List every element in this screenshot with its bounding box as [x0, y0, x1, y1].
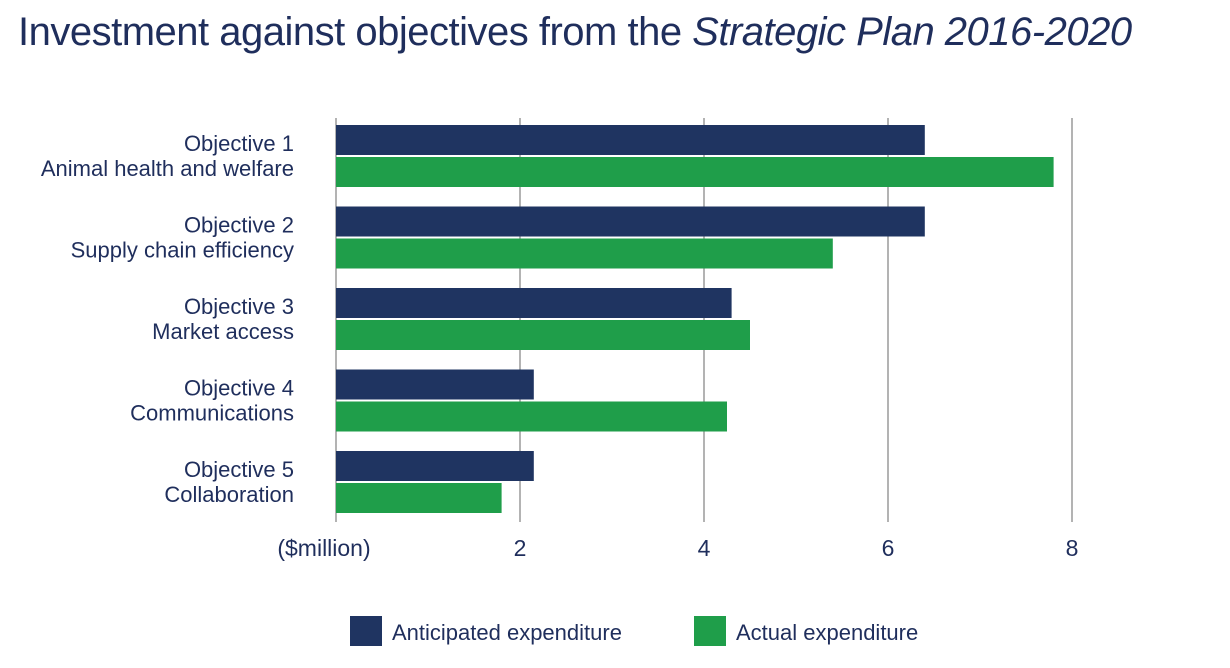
x-axis-label: ($million): [277, 535, 370, 561]
category-label-4-line2: Communications: [130, 401, 294, 426]
bar-anticipated-2: [336, 206, 925, 237]
x-tick-label-4: 4: [698, 535, 711, 561]
chart-title-main: Investment against objectives from the: [18, 10, 693, 54]
category-label-2-line2: Supply chain efficiency: [71, 238, 294, 263]
category-label-1-line1: Objective 1: [184, 131, 294, 156]
bar-actual-1: [336, 157, 1054, 187]
category-label-5-line1: Objective 5: [184, 457, 294, 482]
legend-anticipated-label: Anticipated expenditure: [392, 620, 622, 645]
legend-actual-swatch: [694, 616, 726, 646]
x-tick-label-2: 2: [514, 535, 527, 561]
chart-title-italic: Strategic Plan 2016-2020: [692, 10, 1132, 54]
bar-anticipated-5: [336, 451, 534, 481]
category-label-1-line2: Animal health and welfare: [41, 156, 294, 181]
legend-actual-label: Actual expenditure: [736, 620, 918, 645]
chart-title: Investment against objectives from the S…: [18, 10, 1132, 55]
category-label-3-line1: Objective 3: [184, 294, 294, 319]
x-tick-label-6: 6: [882, 535, 895, 561]
bar-actual-2: [336, 238, 833, 269]
category-label-2-line1: Objective 2: [184, 213, 294, 238]
bar-actual-5: [336, 483, 502, 513]
bar-actual-4: [336, 401, 727, 432]
bar-anticipated-1: [336, 125, 925, 155]
category-label-3-line2: Market access: [152, 319, 294, 344]
bar-anticipated-3: [336, 288, 732, 318]
legend-anticipated-swatch: [350, 616, 382, 646]
category-label-4-line1: Objective 4: [184, 376, 294, 401]
x-tick-label-8: 8: [1066, 535, 1079, 561]
category-label-5-line2: Collaboration: [164, 482, 294, 507]
bar-actual-3: [336, 320, 750, 350]
bar-anticipated-4: [336, 369, 534, 400]
